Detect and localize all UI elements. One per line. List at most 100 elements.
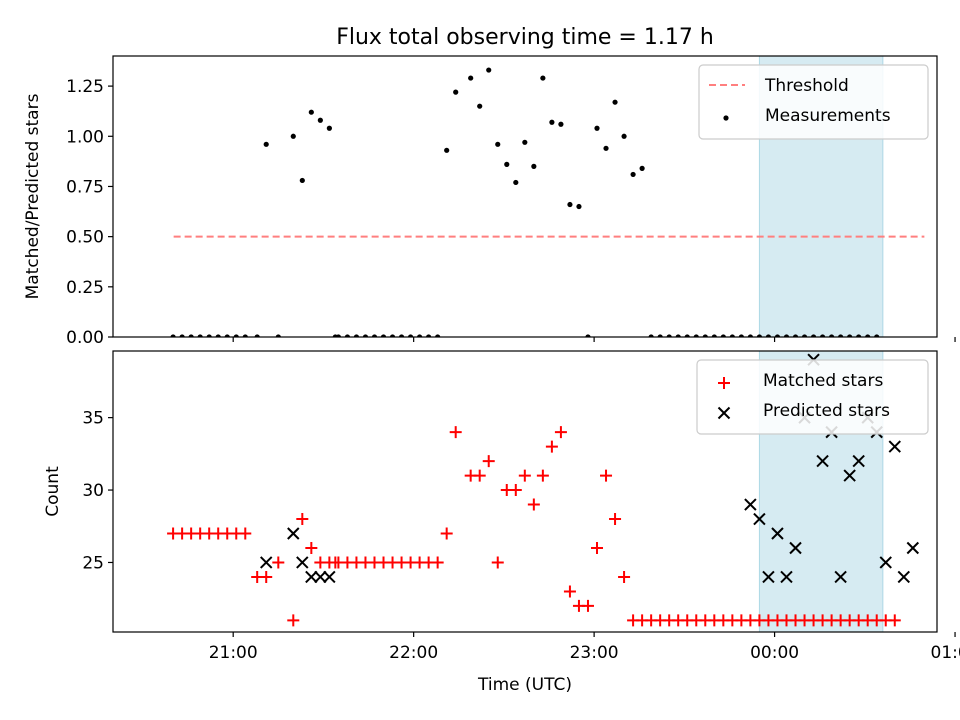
data-point <box>621 133 627 139</box>
data-point <box>389 334 396 337</box>
data-point <box>495 141 501 147</box>
data-point <box>215 334 221 337</box>
legend-label: Predicted stars <box>763 401 890 421</box>
data-point <box>693 334 699 337</box>
x-tick-label: 00:00 <box>750 643 799 663</box>
data-point <box>296 556 309 569</box>
data-point <box>720 334 726 337</box>
data-point <box>407 334 414 337</box>
data-point <box>558 121 564 127</box>
data-point <box>540 75 546 81</box>
data-point <box>594 125 600 131</box>
data-point <box>239 527 252 540</box>
chart-title: Flux total observing time = 1.17 h <box>336 25 714 50</box>
data-point <box>272 556 285 569</box>
data-point <box>317 117 323 123</box>
data-point <box>449 426 462 439</box>
data-point <box>600 469 613 482</box>
data-point <box>263 141 269 147</box>
data-point <box>879 556 892 569</box>
data-point <box>435 334 441 337</box>
data-point <box>567 201 573 208</box>
data-point <box>756 334 763 337</box>
series-measurements <box>170 67 880 337</box>
data-point <box>906 541 920 555</box>
data-point <box>549 119 555 125</box>
data-point <box>702 334 708 337</box>
data-point <box>170 334 176 337</box>
data-point <box>819 334 826 337</box>
legend-label: Threshold <box>764 76 849 96</box>
data-point <box>603 145 609 151</box>
data-point <box>834 570 847 584</box>
data-point <box>371 334 378 337</box>
data-point <box>314 570 327 584</box>
data-point <box>513 179 519 186</box>
y-tick-label: 35 <box>82 409 104 429</box>
data-point <box>639 165 645 171</box>
panel-2: 25303521:0022:0023:0000:0001:0002:0003:0… <box>43 350 960 695</box>
data-point <box>618 570 631 583</box>
data-point <box>591 541 604 554</box>
data-point <box>431 556 444 569</box>
data-point <box>771 527 784 540</box>
data-point <box>765 334 772 337</box>
data-point <box>260 570 273 583</box>
data-point <box>518 469 531 482</box>
data-point <box>744 498 757 511</box>
data-point <box>188 334 194 337</box>
data-point <box>275 334 281 337</box>
data-point <box>477 103 483 109</box>
data-point <box>838 334 844 337</box>
data-point <box>783 334 790 337</box>
data-point <box>780 570 793 584</box>
data-point <box>522 139 528 145</box>
data-point <box>545 440 558 453</box>
data-point <box>774 334 781 337</box>
data-point <box>344 334 351 337</box>
data-point <box>323 570 336 584</box>
data-point <box>290 133 296 139</box>
data-point <box>816 454 829 468</box>
data-point <box>197 334 203 337</box>
data-point <box>353 334 360 337</box>
x-tick-label: 22:00 <box>389 643 438 663</box>
y-tick-label: 1.25 <box>66 77 104 97</box>
data-point <box>581 599 594 612</box>
data-point <box>897 570 911 584</box>
data-point <box>612 99 618 105</box>
data-point <box>362 334 369 337</box>
data-point <box>888 614 901 627</box>
data-point <box>738 334 744 337</box>
data-point <box>179 334 185 337</box>
data-point <box>852 454 865 468</box>
data-point <box>453 89 459 95</box>
data-point <box>865 334 871 337</box>
data-point <box>308 109 314 115</box>
y-axis-label: Matched/Predicted stars <box>23 93 43 299</box>
data-point <box>531 163 537 169</box>
data-point <box>801 334 808 337</box>
x-axis-label: Time (UTC) <box>477 675 572 695</box>
data-point <box>224 334 230 337</box>
axes-frame <box>112 55 938 338</box>
data-point <box>426 334 432 337</box>
data-point <box>753 512 766 526</box>
data-point <box>675 334 681 337</box>
y-axis-label: Count <box>43 466 63 517</box>
legend: Matched stars Predicted stars <box>696 359 929 435</box>
data-point <box>585 334 591 337</box>
data-point <box>609 513 622 526</box>
data-point <box>242 334 248 337</box>
y-tick-label: 1.00 <box>66 127 104 147</box>
axes-frame <box>112 350 938 633</box>
y-tick-label: 0.00 <box>66 328 104 348</box>
data-point <box>527 498 540 511</box>
legend-swatch <box>717 406 731 420</box>
data-point <box>829 334 835 337</box>
data-point <box>810 334 817 337</box>
y-tick-label: 30 <box>82 481 104 501</box>
legend-swatch <box>723 115 729 121</box>
data-point <box>287 527 300 540</box>
data-point <box>762 570 775 584</box>
